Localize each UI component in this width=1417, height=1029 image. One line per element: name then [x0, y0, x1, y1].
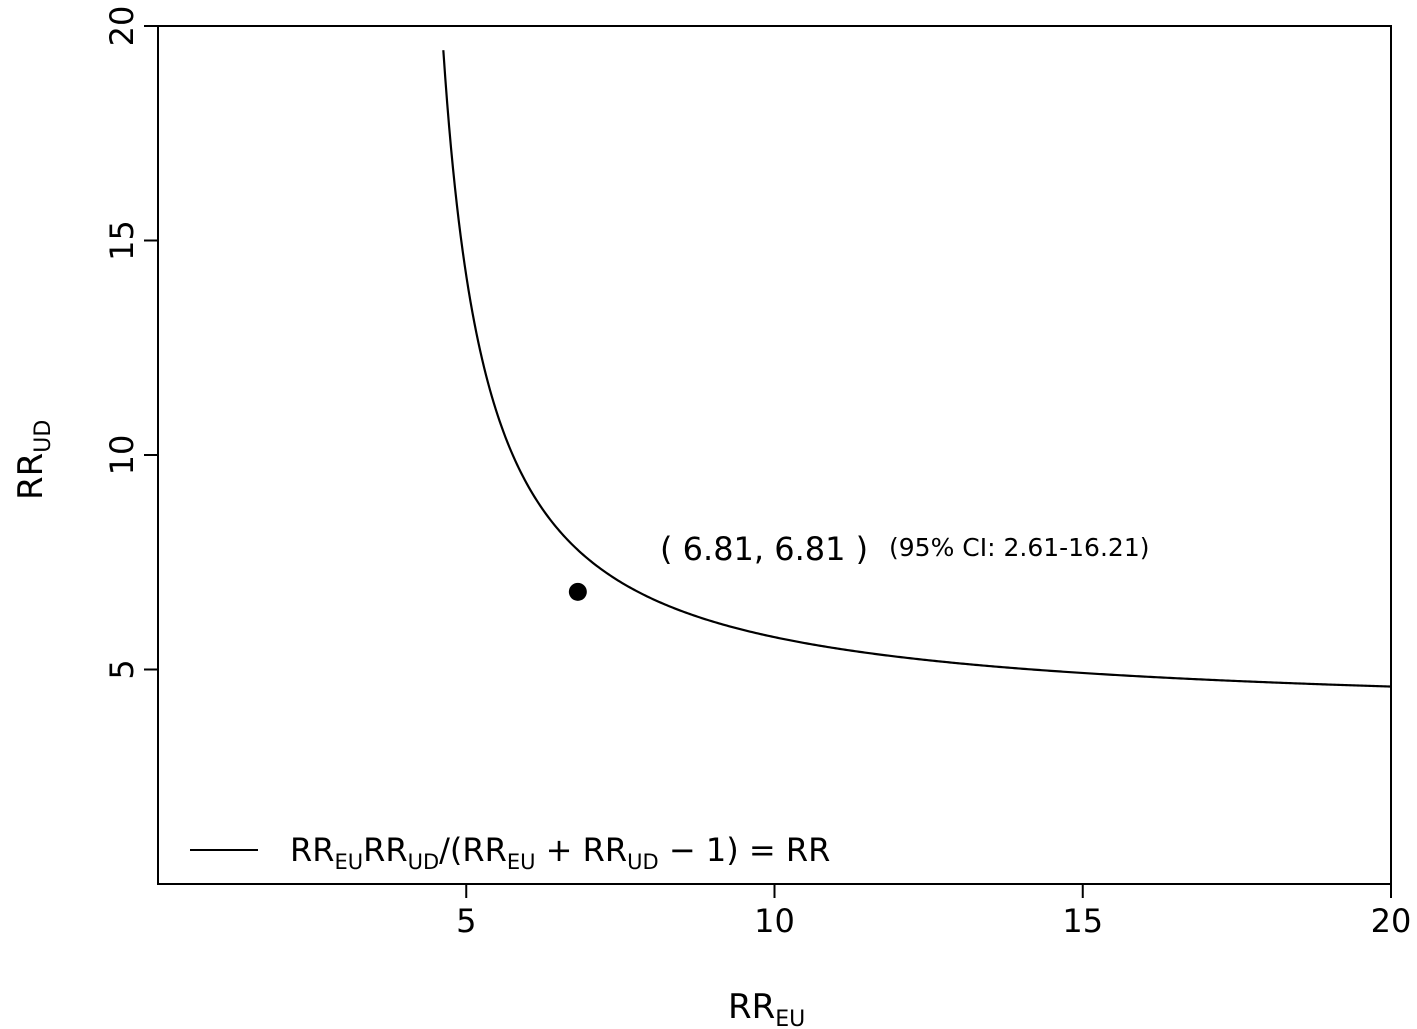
plot-frame — [157, 25, 1392, 885]
y-tick-label: 5 — [103, 659, 141, 679]
y-axis-title: RRUD — [11, 420, 56, 500]
legend-part: − 1) = RR — [659, 831, 831, 869]
series-line — [442, 50, 1392, 688]
legend-part: /(RR — [439, 831, 507, 869]
legend-entry-formula: RREURRUD/(RREU + RRUD − 1) = RR — [290, 831, 830, 874]
x-tick-label: 5 — [456, 902, 476, 940]
x-axis-title-subscript: EU — [775, 1007, 805, 1029]
y-tick-label: 20 — [103, 6, 141, 47]
x-axis-title: RREU — [728, 987, 805, 1029]
legend-part: RR — [290, 831, 334, 869]
y-axis-title-subscript: UD — [31, 420, 56, 453]
y-tick-label: 15 — [103, 220, 141, 261]
legend-subscript: UD — [408, 850, 440, 874]
legend-subscript: UD — [627, 850, 659, 874]
point-estimate-marker — [568, 582, 587, 601]
legend-subscript: EU — [334, 850, 363, 874]
x-tick-label: 20 — [1371, 902, 1412, 940]
legend-subscript: EU — [507, 850, 536, 874]
y-axis-title-main: RR — [11, 453, 51, 500]
confidence-interval-label: (95% CI: 2.61-16.21) — [889, 533, 1149, 562]
y-tick-label: 10 — [103, 435, 141, 476]
legend: RREURRUD/(RREU + RRUD − 1) = RR — [190, 831, 830, 874]
point-annotation-label: ( 6.81, 6.81 ) — [660, 530, 868, 568]
y-axis: 5 10 15 20 — [103, 6, 158, 680]
x-axis-title-main: RR — [728, 987, 775, 1027]
legend-part: + RR — [536, 831, 628, 869]
x-tick-label: 10 — [754, 902, 795, 940]
x-axis: 5 10 15 20 — [456, 884, 1411, 940]
x-tick-label: 15 — [1062, 902, 1103, 940]
legend-part: RR — [363, 831, 407, 869]
